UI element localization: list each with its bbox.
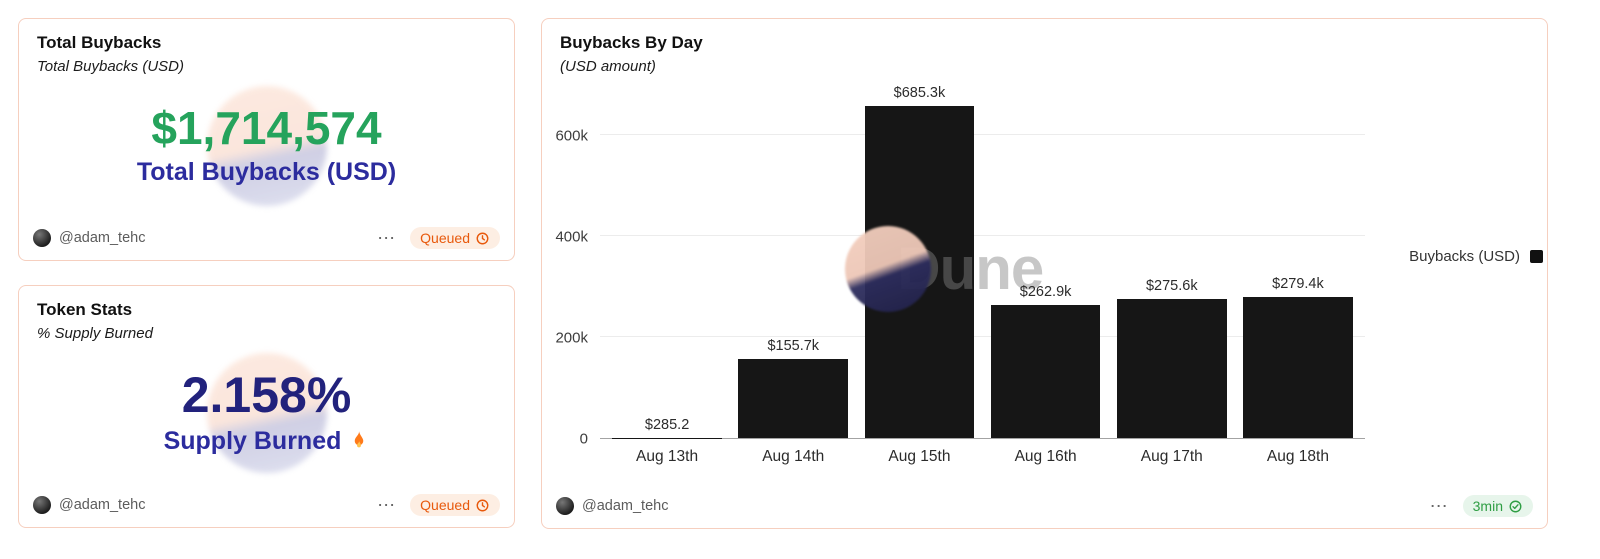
counter-body: 2.158% Supply Burned [19, 342, 514, 483]
author-handle[interactable]: @adam_tehc [59, 497, 146, 513]
counter-value: $1,714,574 [151, 102, 382, 155]
legend-swatch [1530, 250, 1543, 263]
dune-logo-watermark [206, 352, 327, 473]
x-tick-label: Aug 15th [888, 448, 951, 465]
status-badge-queued[interactable]: Queued [410, 494, 500, 516]
y-tick-label: 0 [579, 430, 588, 448]
clock-icon [476, 232, 489, 244]
gridline [600, 134, 1365, 136]
card-token-stats: Token Stats % Supply Burned 2.158% Suppl… [18, 285, 515, 528]
card-subtitle: (USD amount) [560, 58, 656, 75]
bar-value-label: $685.3k [893, 85, 946, 101]
left-column: Total Buybacks Total Buybacks (USD) $1,7… [18, 18, 515, 541]
x-tick-label: Aug 14th [762, 448, 825, 465]
fire-icon [355, 431, 364, 448]
more-menu-button[interactable]: ⋯ [371, 229, 402, 247]
gridline [600, 336, 1365, 338]
bar-aug-18th[interactable] [1243, 297, 1353, 438]
chart-main: 0 200k 400k 600k Dune $285.2 $155.7k $685.3k $… [542, 85, 1371, 448]
y-tick-label: 600k [555, 127, 588, 145]
card-footer: @adam_tehc ⋯ 3min [542, 484, 1547, 528]
status-badge-queued[interactable]: Queued [410, 227, 500, 249]
counter-label: Total Buybacks (USD) [136, 157, 397, 186]
dune-logo-watermark [206, 85, 327, 206]
status-text: Queued [420, 497, 470, 513]
bar-slot: $275.6k [1109, 85, 1235, 438]
card-subtitle: Total Buybacks (USD) [37, 58, 184, 75]
card-header: Token Stats % Supply Burned [19, 286, 514, 342]
x-axis-row: Aug 13th Aug 14th Aug 15th Aug 16th Aug 17th… [542, 439, 1371, 473]
card-title: Total Buybacks [37, 33, 162, 52]
bar-slot: $262.9k [983, 85, 1109, 438]
status-badge-refresh[interactable]: 3min [1462, 495, 1533, 517]
counter-body: $1,714,574 Total Buybacks (USD) [19, 75, 514, 216]
bar-chart: 0 200k 400k 600k Dune $285.2 $155.7k $685.3k $… [542, 85, 1371, 484]
y-tick-label: 200k [555, 329, 588, 347]
bar-value-label: $155.7k [767, 338, 820, 355]
legend-label: Buybacks (USD) [1409, 248, 1520, 265]
bar-value-label: $262.9k [1019, 284, 1072, 301]
bar-value-label: $279.4k [1272, 276, 1324, 293]
x-tick-label: Aug 18th [1266, 448, 1329, 465]
author-avatar[interactable] [556, 497, 574, 515]
counter-value: 2.158% [181, 367, 352, 424]
x-tick-label: Aug 13th [636, 448, 699, 465]
more-menu-button[interactable]: ⋯ [371, 496, 402, 514]
y-axis-spacer [542, 439, 600, 473]
gridline [600, 235, 1365, 237]
bar-slot: $279.4k [1235, 85, 1361, 438]
bar-aug-15th[interactable] [864, 106, 975, 438]
plot-area: Dune $285.2 $155.7k $685.3k $262.9k $275.6k $… [600, 85, 1365, 439]
card-footer: @adam_tehc ⋯ Queued [19, 483, 514, 527]
card-header: Buybacks By Day (USD amount) [542, 19, 1547, 75]
status-text: 3min [1472, 498, 1503, 514]
x-tick-label: Aug 17th [1140, 448, 1203, 465]
bar-value-label: $275.6k [1145, 278, 1198, 295]
card-buybacks-by-day: Buybacks By Day (USD amount) 0 200k 400k 60… [541, 18, 1548, 529]
bars-group: $285.2 $155.7k $685.3k $262.9k $275.6k $279.4… [600, 85, 1365, 438]
author-handle[interactable]: @adam_tehc [59, 230, 146, 246]
more-menu-button[interactable]: ⋯ [1424, 497, 1455, 515]
card-title: Buybacks By Day [560, 33, 703, 52]
bar-slot: $285.2 [604, 85, 730, 438]
check-circle-icon [1509, 500, 1522, 512]
y-tick-label: 400k [555, 228, 588, 246]
counter-label-text: Supply Burned [163, 426, 342, 455]
x-tick-label: Aug 16th [1014, 448, 1077, 465]
chart-legend[interactable]: Buybacks (USD) [1371, 248, 1547, 265]
x-axis: Aug 13th Aug 14th Aug 15th Aug 16th Aug 17th… [600, 439, 1365, 473]
counter-label: Supply Burned [164, 427, 370, 456]
y-axis: 0 200k 400k 600k [542, 85, 600, 447]
bar-aug-17th[interactable] [1116, 299, 1227, 438]
chart-row: 0 200k 400k 600k Dune $285.2 $155.7k $685.3k $… [542, 75, 1547, 484]
card-subtitle: % Supply Burned [37, 325, 153, 342]
bar-slot: $155.7k [730, 85, 856, 438]
bar-aug-16th[interactable] [990, 305, 1101, 438]
card-header: Total Buybacks Total Buybacks (USD) [19, 19, 514, 75]
card-title: Token Stats [37, 300, 133, 319]
bar-value-label: $285.2 [644, 416, 690, 433]
card-total-buybacks: Total Buybacks Total Buybacks (USD) $1,7… [18, 18, 515, 261]
bar-slot: $685.3k [856, 85, 982, 438]
status-text: Queued [420, 230, 470, 246]
author-avatar[interactable] [33, 229, 51, 247]
bar-aug-14th[interactable] [738, 359, 849, 438]
clock-icon [476, 499, 489, 511]
author-avatar[interactable] [33, 496, 51, 514]
card-footer: @adam_tehc ⋯ Queued [19, 216, 514, 260]
author-handle[interactable]: @adam_tehc [582, 498, 669, 514]
